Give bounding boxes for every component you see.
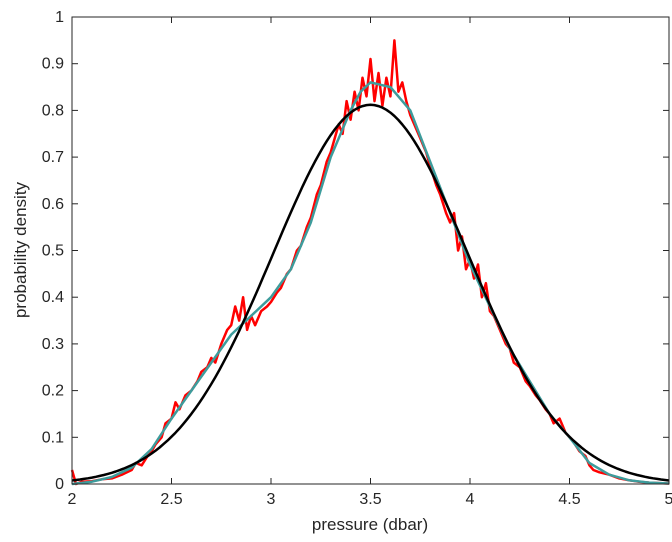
y-tick-label: 0.5	[42, 243, 64, 260]
x-tick-label: 2.5	[160, 491, 182, 508]
y-tick-label: 0.3	[42, 336, 64, 353]
series-layer	[70, 39, 670, 486]
x-axis-label: pressure (dbar)	[312, 515, 428, 534]
y-tick-label: 0.6	[42, 196, 64, 213]
y-axis-label: probability density	[11, 181, 30, 318]
x-tick-label: 3	[267, 491, 276, 508]
y-tick-label: 0.9	[42, 56, 64, 73]
tick-layer: 2 2.5 3 3.5 4 4.5 5 0 0.1 0.2 0.3 0.4 0.5 0.6 0.7 0.8 0.…	[42, 9, 672, 508]
y-tick-label: 0.2	[42, 383, 64, 400]
y-tick-label: 0.8	[42, 102, 64, 119]
x-tick-label: 4.5	[558, 491, 580, 508]
y-tick-label: 0	[55, 476, 64, 493]
x-tick-label: 4	[466, 491, 475, 508]
black-normal-fit-line	[71, 103, 670, 482]
y-tick-label: 0.1	[42, 429, 64, 446]
x-tick-label: 5	[665, 491, 672, 508]
x-tick-label: 3.5	[359, 491, 381, 508]
y-tick-label: 0.7	[42, 149, 64, 166]
y-tick-label: 1	[55, 9, 64, 26]
x-tick-label: 2	[68, 491, 77, 508]
y-tick-label: 0.4	[42, 289, 64, 306]
